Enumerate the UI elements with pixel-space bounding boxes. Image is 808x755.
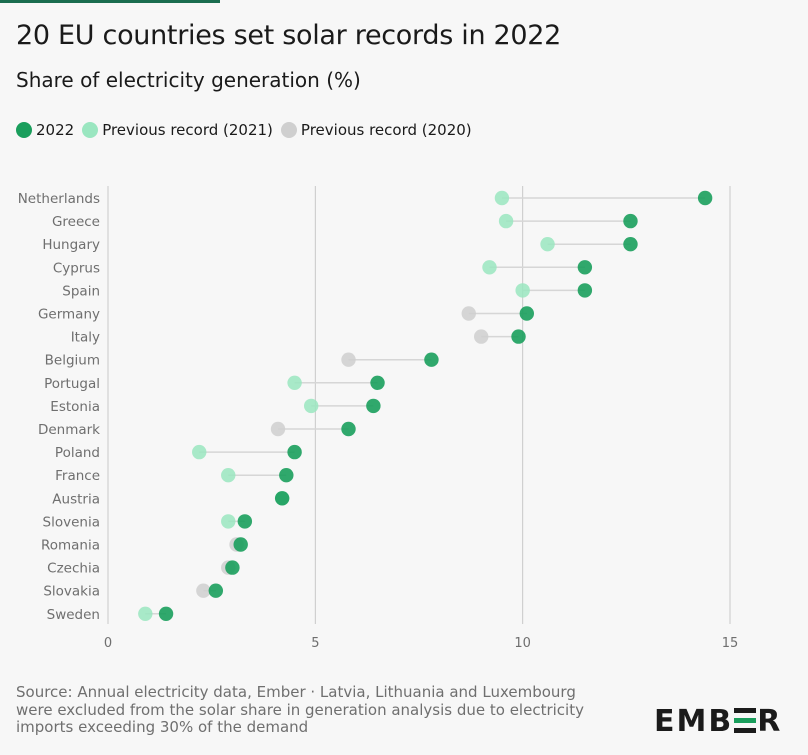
dot-2022 <box>279 468 294 483</box>
dot-2022 <box>370 375 385 390</box>
legend-item-2022: 2022 <box>16 121 74 139</box>
x-tick-label: 10 <box>514 636 531 651</box>
dot-2022 <box>158 606 174 621</box>
dot-2022 <box>577 283 593 298</box>
legend-label-2021: Previous record (2021) <box>102 121 273 139</box>
dot-previous-record-2020 <box>196 583 211 598</box>
dot-previous-record-2020 <box>341 352 356 367</box>
country-label: Slovenia <box>43 514 100 530</box>
dot-2022 <box>225 560 240 575</box>
dot-2022 <box>623 213 638 229</box>
dot-2022 <box>511 329 526 344</box>
logo-text-right: R <box>757 704 783 739</box>
country-label: Denmark <box>38 422 100 438</box>
dot-previous-record-2021 <box>494 190 510 206</box>
legend-item-2020: Previous record (2020) <box>280 121 472 139</box>
country-label: France <box>55 468 100 484</box>
dot-previous-record-2021 <box>192 444 207 460</box>
source-note: Source: Annual electricity data, Ember ·… <box>16 683 584 736</box>
country-label: Poland <box>55 445 100 461</box>
dot-previous-record-2021 <box>221 514 236 529</box>
dot-previous-record-2021 <box>138 606 153 621</box>
dot-2022 <box>519 306 535 321</box>
country-label: Netherlands <box>18 191 100 207</box>
dot-2022 <box>341 421 356 437</box>
x-tick-label: 5 <box>311 636 319 651</box>
dot-previous-record-2021 <box>303 398 319 414</box>
country-label: Germany <box>38 307 100 323</box>
country-label: Austria <box>52 491 100 507</box>
dot-2022 <box>237 514 253 529</box>
x-tick-label: 15 <box>722 636 739 651</box>
legend-dot-2022 <box>16 122 32 138</box>
dot-previous-record-2021 <box>515 283 530 298</box>
country-label: Portugal <box>44 376 100 392</box>
accent-bar <box>0 0 220 3</box>
dot-previous-record-2020 <box>474 329 489 344</box>
dot-previous-record-2021 <box>221 468 236 483</box>
logo-e-mark <box>734 708 757 733</box>
dot-2022 <box>424 352 439 367</box>
country-label: Hungary <box>42 237 100 253</box>
country-label: Estonia <box>50 399 100 415</box>
country-label: Belgium <box>45 353 100 369</box>
dot-2022 <box>366 398 381 414</box>
dot-previous-record-2021 <box>287 375 302 390</box>
dot-2022 <box>577 260 593 275</box>
legend: 2022 Previous record (2021) Previous rec… <box>16 121 480 139</box>
country-label: Italy <box>71 330 100 346</box>
dot-previous-record-2020 <box>461 306 476 321</box>
dot-2022 <box>697 190 713 206</box>
country-label: Greece <box>52 214 100 230</box>
dot-previous-record-2021 <box>498 213 514 229</box>
dot-previous-record-2020 <box>270 421 286 437</box>
country-label: Cyprus <box>53 260 100 276</box>
ember-logo: EMB R <box>654 704 782 739</box>
dot-2022 <box>274 491 290 506</box>
dot-previous-record-2021 <box>482 260 497 275</box>
dot-2022 <box>287 444 302 460</box>
country-label: Slovakia <box>43 584 100 600</box>
dot-previous-record-2021 <box>540 237 555 252</box>
x-tick-label: 0 <box>104 636 112 651</box>
country-label: Spain <box>62 283 100 299</box>
legend-label-2022: 2022 <box>36 121 75 139</box>
dot-2022 <box>623 237 638 252</box>
dot-2022 <box>233 537 248 552</box>
country-label: Sweden <box>47 607 100 623</box>
chart-subtitle: Share of electricity generation (%) <box>16 68 361 92</box>
dot-2022 <box>208 583 224 598</box>
country-label: Romania <box>41 538 100 554</box>
legend-item-2021: Previous record (2021) <box>82 121 273 139</box>
legend-dot-2021 <box>82 122 99 138</box>
logo-text-left: EMB <box>654 704 734 739</box>
dot-plot-chart: 0 5 10 15 Netherlands Greece Hungary Cyprus Spai… <box>18 186 739 651</box>
country-label: Czechia <box>47 561 100 577</box>
legend-label-2020: Previous record (2020) <box>300 121 472 139</box>
chart-title: 20 EU countries set solar records in 202… <box>16 20 562 51</box>
legend-dot-2020 <box>280 122 297 138</box>
